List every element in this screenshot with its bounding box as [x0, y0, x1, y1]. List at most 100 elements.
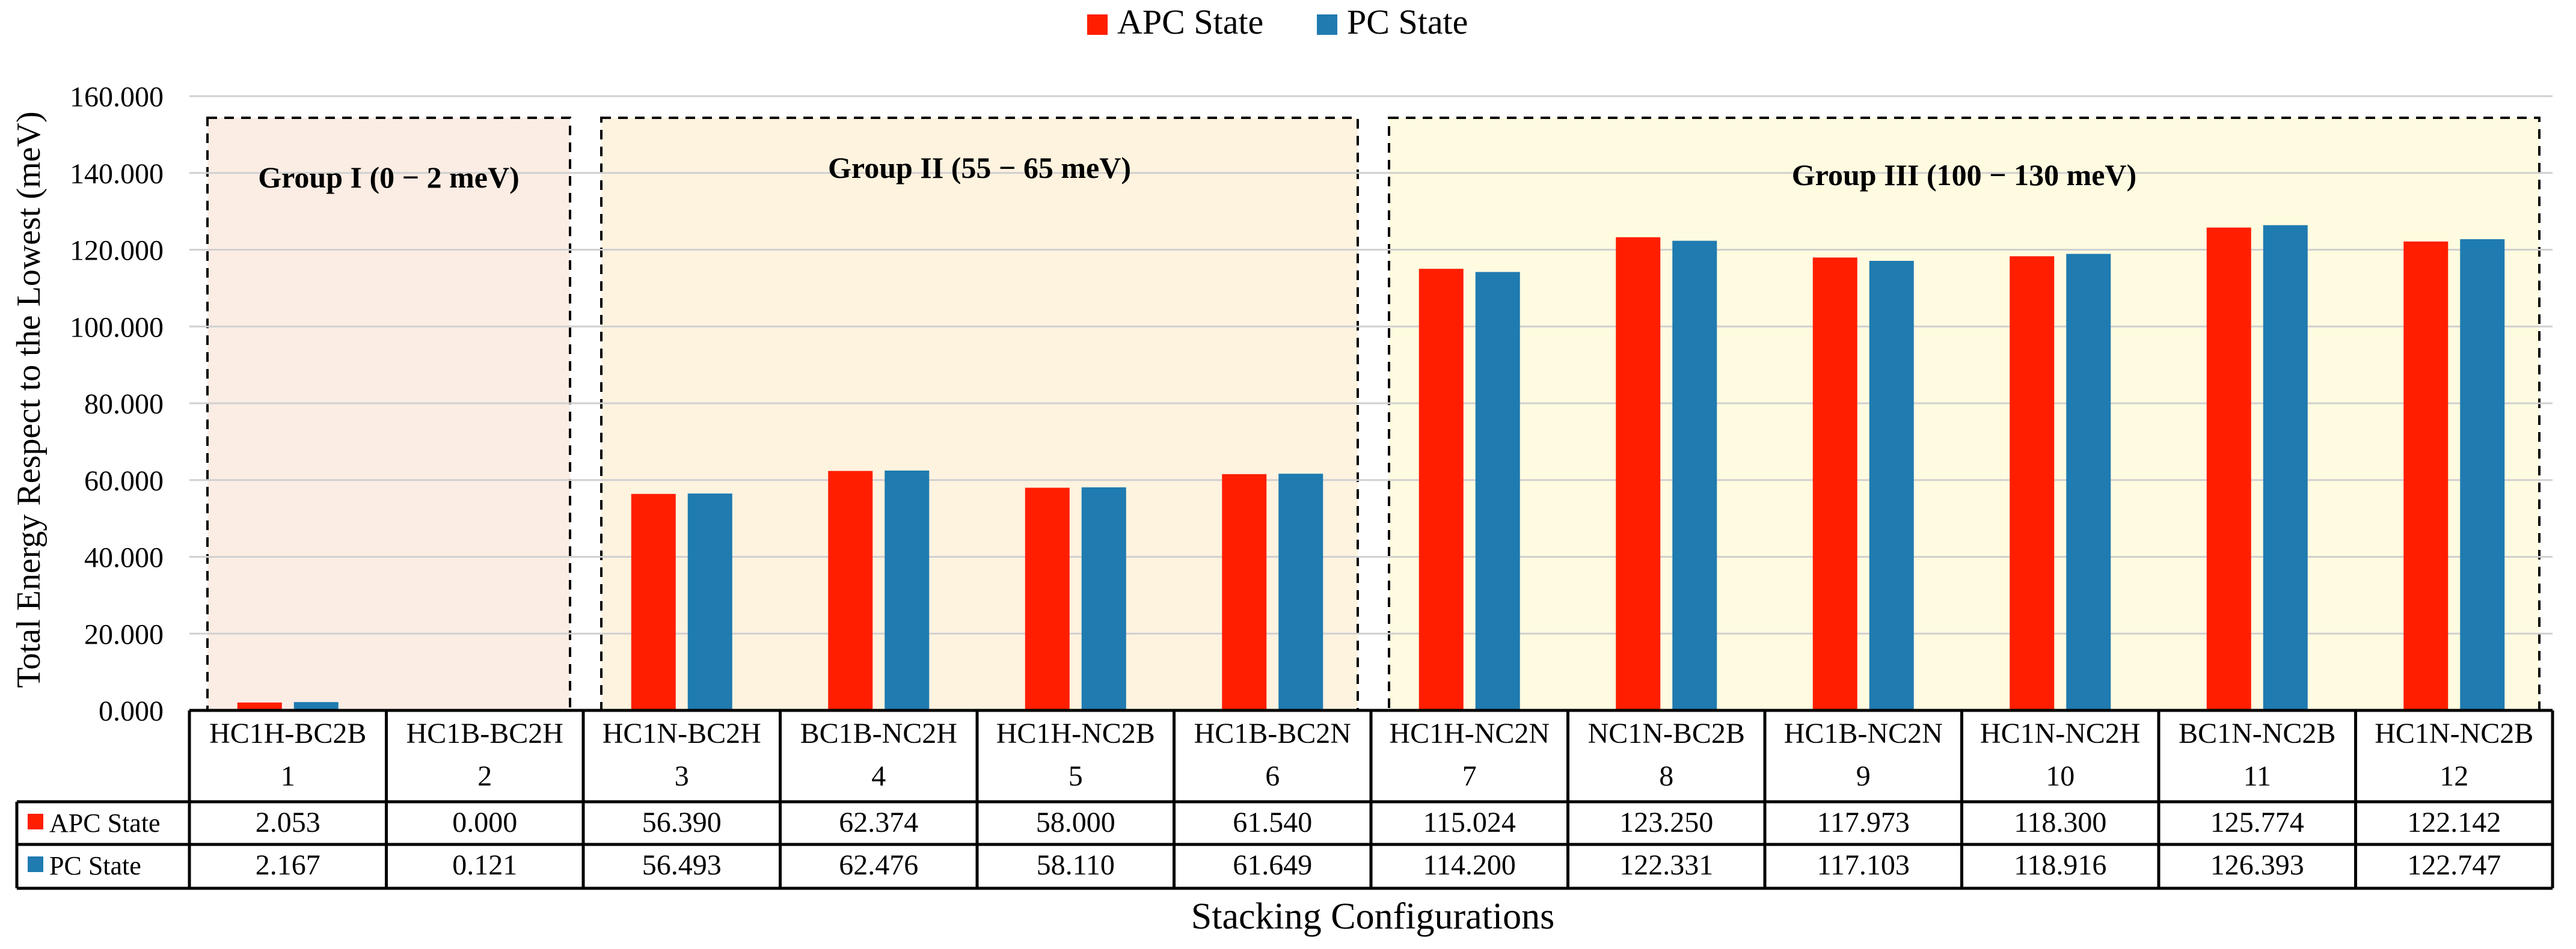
pc-bar-4 — [885, 470, 930, 710]
y-tick-label: 120.000 — [70, 235, 164, 267]
group-region-1 — [207, 118, 570, 710]
pc-bar-10 — [2066, 254, 2111, 710]
legend: APC State PC State — [1087, 2, 1468, 41]
category-label: HC1N-NC2H — [1980, 718, 2141, 749]
apc-bar-10 — [2010, 256, 2055, 710]
category-index: 5 — [1069, 760, 1083, 792]
category-index: 2 — [477, 760, 492, 792]
apc-value-6: 61.540 — [1233, 807, 1312, 838]
apc-value-4: 62.374 — [839, 807, 918, 838]
category-label: HC1N-BC2H — [603, 718, 761, 749]
pc-value-6: 61.649 — [1233, 849, 1312, 881]
y-tick-label: 40.000 — [84, 542, 164, 574]
apc-value-2: 0.000 — [452, 807, 517, 838]
category-index: 9 — [1856, 760, 1871, 792]
apc-bar-9 — [1812, 257, 1857, 710]
category-label: HC1B-NC2N — [1784, 718, 1943, 749]
apc-value-3: 56.390 — [642, 807, 722, 838]
group-region-3 — [1389, 118, 2539, 710]
category-label: HC1N-NC2B — [2375, 718, 2533, 749]
category-index: 7 — [1462, 760, 1477, 792]
group-label-1: Group I (0 − 2 meV) — [258, 160, 520, 194]
y-tick-label: 60.000 — [84, 465, 164, 497]
y-tick-label: 80.000 — [84, 388, 164, 420]
pc-bar-3 — [687, 493, 732, 710]
group-label-3: Group III (100 − 130 meV) — [1792, 158, 2136, 192]
category-index: 6 — [1265, 760, 1280, 792]
category-index: 10 — [2046, 760, 2075, 792]
category-index: 3 — [675, 760, 689, 792]
pc-value-9: 117.103 — [1817, 849, 1910, 881]
legend-key-pc — [1317, 14, 1337, 35]
apc-bar-4 — [828, 471, 873, 710]
category-index: 1 — [281, 760, 295, 792]
category-label: BC1N-NC2B — [2179, 718, 2335, 749]
category-label: HC1H-BC2B — [209, 718, 366, 749]
apc-value-12: 122.142 — [2407, 807, 2501, 838]
y-axis: 0.000 20.000 40.000 60.000 80.000 100.000 120.… — [70, 81, 164, 727]
pc-bar-5 — [1081, 487, 1126, 710]
y-tick-label: 160.000 — [70, 81, 164, 113]
pc-bar-9 — [1869, 261, 1914, 710]
y-tick-label: 100.000 — [70, 311, 164, 343]
pc-bar-1 — [293, 702, 339, 710]
y-axis-title: Total Energy Respect to the Lowest (meV) — [10, 111, 48, 688]
category-index: 11 — [2243, 760, 2271, 792]
apc-bar-3 — [631, 493, 676, 710]
pc-value-12: 122.747 — [2407, 849, 2501, 881]
apc-value-9: 117.973 — [1817, 807, 1910, 838]
pc-value-5: 58.110 — [1037, 849, 1115, 881]
pc-bar-6 — [1278, 474, 1323, 710]
y-tick-label: 140.000 — [70, 158, 164, 190]
gridlines — [189, 95, 2553, 635]
apc-bar-1 — [237, 702, 282, 710]
pc-value-10: 118.916 — [2014, 849, 2106, 881]
apc-value-1: 2.053 — [256, 807, 320, 838]
group-label-2: Group II (55 − 65 meV) — [828, 151, 1131, 185]
x-axis-title: Stacking Configurations — [1191, 896, 1554, 937]
category-label: NC1N-BC2B — [1588, 718, 1745, 749]
pc-value-1: 2.167 — [256, 849, 320, 881]
category-label: HC1H-NC2B — [996, 718, 1155, 749]
category-label: HC1B-BC2H — [406, 718, 563, 749]
apc-bar-5 — [1025, 487, 1070, 710]
y-tick-label: 0.000 — [99, 695, 164, 727]
category-label: HC1H-NC2N — [1389, 718, 1550, 749]
bars — [237, 225, 2505, 711]
table-legend-key-apc — [28, 814, 43, 829]
pc-value-3: 56.493 — [642, 849, 722, 881]
pc-value-2: 0.121 — [452, 849, 517, 881]
legend-label-apc: APC State — [1117, 2, 1263, 41]
pc-value-4: 62.476 — [839, 849, 918, 881]
category-index: 8 — [1659, 760, 1673, 792]
category-label: BC1B-NC2H — [800, 718, 957, 749]
table-legend-key-pc — [28, 856, 43, 872]
pc-value-7: 114.200 — [1423, 849, 1516, 881]
apc-bar-11 — [2206, 227, 2251, 711]
apc-bar-8 — [1616, 237, 1661, 711]
group-regions — [206, 117, 2541, 712]
legend-key-apc — [1087, 14, 1108, 35]
apc-bar-12 — [2403, 241, 2449, 710]
apc-value-5: 58.000 — [1036, 807, 1115, 838]
category-index: 12 — [2440, 760, 2468, 792]
data-table: HC1H-BC2B 1 HC1B-BC2H 2 HC1N-BC2H 3 BC1B-NC2H 4… — [15, 709, 2554, 890]
apc-bar-7 — [1418, 269, 1464, 711]
apc-value-7: 115.024 — [1423, 807, 1516, 838]
group-border-3 — [1388, 117, 2541, 712]
legend-label-pc: PC State — [1347, 2, 1468, 41]
category-label: HC1B-BC2N — [1194, 718, 1351, 749]
apc-value-10: 118.300 — [2014, 807, 2106, 838]
pc-bar-8 — [1672, 240, 1717, 711]
group-labels: Group I (0 − 2 meV) Group II (55 − 65 meV… — [258, 151, 2136, 194]
category-index: 4 — [871, 760, 886, 792]
pc-bar-11 — [2263, 225, 2308, 711]
apc-bar-6 — [1222, 474, 1267, 710]
apc-value-11: 125.774 — [2210, 807, 2304, 838]
y-tick-label: 20.000 — [84, 618, 164, 650]
pc-bar-7 — [1475, 272, 1520, 710]
group-border-2 — [600, 117, 1359, 712]
pc-value-11: 126.393 — [2210, 849, 2304, 881]
pc-bar-12 — [2460, 239, 2505, 710]
